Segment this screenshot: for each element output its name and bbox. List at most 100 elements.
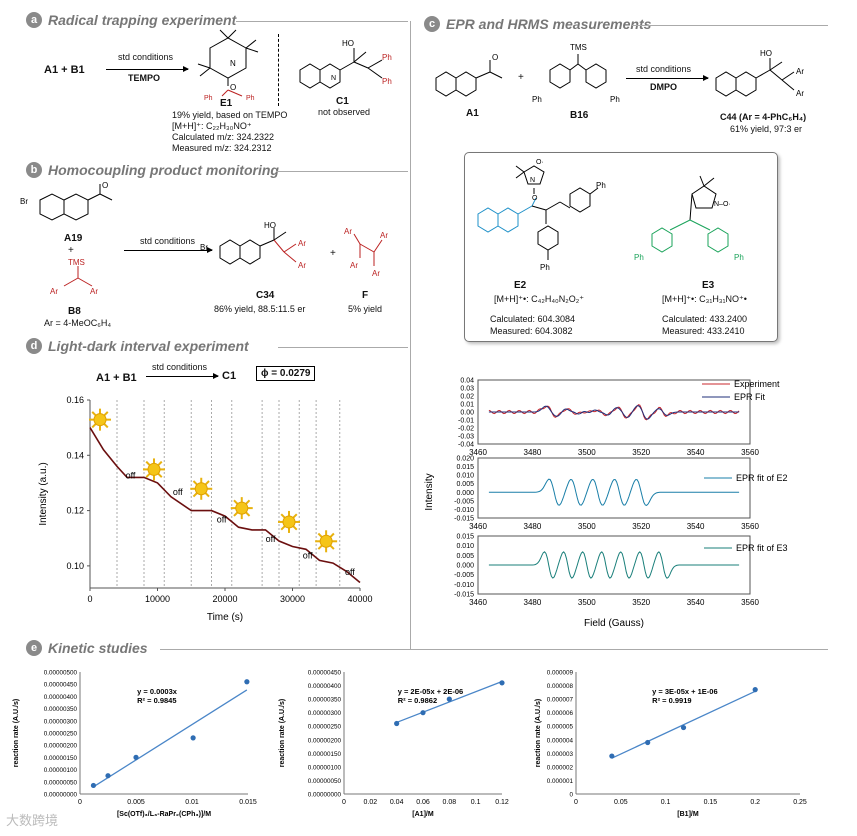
e2-label: E2	[514, 280, 527, 291]
k-ytick-label: 0.00000500	[44, 670, 78, 677]
off-label: off	[217, 515, 227, 525]
a-arrow	[106, 66, 189, 72]
k-x-axis-title: [B1]/M	[677, 811, 699, 818]
epr-ytick-label: 0.010	[456, 473, 474, 480]
kinetic-chart-catalyst: 0.00000500 0.00000450 0.00000400 0.00000350…	[13, 670, 257, 819]
legend-fit: EPR Fit	[734, 392, 766, 402]
k-ytick-label: 0.00000450	[44, 682, 78, 689]
k-ytick-label: 0	[569, 792, 573, 799]
svg-text:N: N	[530, 177, 535, 184]
k-ytick-label: 0.00000150	[308, 751, 342, 758]
ld-xtick-label: 0	[87, 594, 92, 604]
k-ytick-label: 0.00000000	[44, 792, 78, 799]
epr-ytick-label: 0.015	[456, 464, 474, 471]
k-data-point	[446, 696, 452, 702]
epr-xtick-label: 3460	[469, 598, 487, 607]
c34-yield: 86% yield, 88.5:11.5 er	[214, 304, 306, 314]
section-b-rule	[276, 171, 408, 172]
k-ytick-label: 0.00000350	[44, 706, 78, 713]
f-label: F	[362, 290, 369, 301]
k-xtick-label: 0.15	[704, 799, 718, 806]
svg-text:Ar: Ar	[298, 261, 306, 270]
k-xtick-label: 0	[342, 799, 346, 806]
epr-e2-line	[488, 478, 740, 506]
e3-label: E3	[702, 280, 715, 291]
k-ytick-label: 0.000009	[547, 670, 574, 677]
epr-fit-line	[488, 405, 740, 420]
epr-xtick-label: 3560	[741, 522, 759, 531]
epr-ytick-label: -0.010	[454, 582, 474, 589]
k-ytick-label: 0.00000300	[44, 718, 78, 725]
svg-text:Ar: Ar	[50, 287, 58, 296]
k-x-axis-title: [Sc(OTf)₃/L₃-RaPr₂(CPh₃)]/M	[117, 811, 211, 818]
ld-xtick-label: 40000	[347, 594, 372, 604]
off-label: off	[126, 470, 136, 480]
k-ytick-label: 0.00000100	[308, 764, 342, 771]
svg-text:TMS: TMS	[570, 43, 587, 52]
svg-text:Ar: Ar	[796, 89, 804, 98]
e2-measured: Measured: 604.3082	[490, 326, 573, 336]
epr-panel-frame	[477, 379, 751, 445]
section-a-badge: a	[26, 12, 42, 28]
section-c-badge: c	[424, 16, 440, 32]
k-r-squared: R² = 0.9862	[398, 696, 437, 705]
svg-text:Ph: Ph	[246, 95, 255, 100]
e1-calculated: Calculated m/z: 324.2322	[172, 132, 275, 142]
svg-text:Ar: Ar	[298, 239, 306, 248]
section-b-badge: b	[26, 162, 42, 178]
ld-ytick-label: 0.10	[66, 561, 84, 571]
k-ytick-label: 0.00000250	[308, 724, 342, 731]
e2-ion: [M+H]⁺•: C₄₂H₄₀N₂O₂⁺	[494, 294, 584, 304]
section-c-header: c EPR and HRMS measurements	[424, 16, 651, 32]
k-ytick-label: 0.000007	[547, 697, 574, 704]
section-d-badge: d	[26, 338, 42, 354]
d-product: C1	[222, 370, 237, 382]
epr-e3-line	[488, 551, 740, 579]
k-data-point	[645, 739, 651, 746]
epr-ytick-label: 0.005	[456, 481, 474, 488]
e1-yield: 19% yield, based on TEMPO	[172, 110, 288, 120]
k-data-point	[420, 710, 426, 716]
k-r-squared: R² = 0.9845	[137, 696, 176, 705]
k-xtick-label: 0.1	[471, 799, 481, 806]
section-a-title: Radical trapping experiment	[48, 12, 237, 28]
section-a-header: a Radical trapping experiment	[26, 12, 236, 28]
k-data-point	[244, 679, 250, 685]
sun-icon	[230, 497, 253, 520]
epr-ytick-label: 0.00	[460, 410, 474, 417]
d-reaction: A1 + B1	[96, 372, 137, 384]
section-c-rule	[632, 25, 828, 26]
epr-xtick-label: 3520	[632, 448, 650, 457]
ld-xtick-label: 20000	[212, 594, 237, 604]
b16-label: B16	[570, 110, 589, 121]
k-data-point	[133, 754, 139, 760]
epr-xtick-label: 3540	[687, 448, 705, 457]
c-plus: +	[518, 72, 524, 83]
svg-text:Br: Br	[20, 197, 28, 206]
a19-structure: Br O	[20, 181, 113, 221]
e1-label: E1	[220, 98, 233, 109]
e3-calculated: Calculated: 433.2400	[662, 314, 748, 324]
epr-ytick-label: 0.020	[456, 456, 474, 463]
k-xtick-label: 0.06	[416, 799, 430, 806]
k-data-point	[90, 782, 97, 789]
epr-spectra: 0.040.030.020.010.00-0.01-0.02-0.03-0.04…	[424, 378, 788, 630]
e3-structure: N–O· Ph Ph	[634, 175, 744, 262]
k-ytick-label: 0.00000200	[44, 743, 78, 750]
k-ytick-label: 0.000004	[547, 737, 574, 744]
epr-ytick-label: 0.000	[456, 490, 474, 497]
k-xtick-label: 0.12	[495, 799, 509, 806]
k-xtick-label: 0.05	[614, 799, 628, 806]
ld-xtick-label: 10000	[145, 594, 170, 604]
ld-y-axis-title: Intensity (a.u.)	[38, 462, 49, 525]
ld-ytick-label: 0.12	[66, 506, 84, 516]
legend-experiment: Experiment	[734, 379, 780, 389]
epr-ytick-label: 0.010	[456, 543, 474, 550]
k-xtick-label: 0.04	[390, 799, 404, 806]
epr-xtick-label: 3460	[469, 448, 487, 457]
e1-structure: N O Ph Ph	[197, 29, 259, 100]
f-structure: Ar Ar Ar Ar	[344, 227, 388, 278]
svg-text:Ph: Ph	[532, 95, 542, 104]
k-ytick-label: 0.00000100	[44, 767, 78, 774]
k-xtick-label: 0.25	[793, 799, 807, 806]
